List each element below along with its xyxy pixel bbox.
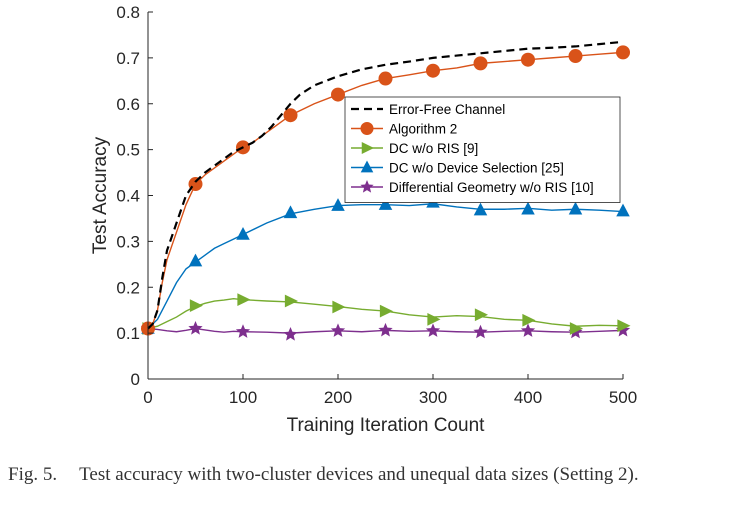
y-tick-label: 0.7 [116, 49, 140, 68]
legend: Error-Free Channel Algorithm 2 DC w/o RIS … [344, 96, 621, 203]
series-0 [147, 40, 624, 330]
data-point [616, 45, 630, 60]
series-line [147, 327, 624, 334]
data-point [283, 327, 298, 341]
data-point [330, 323, 346, 337]
line-chart: 0 100 200 300 400 500 0 0.1 0.2 0.3 0.4 0.5 0.6 0.7 0.… [90, 3, 637, 436]
legend-marker [361, 142, 374, 154]
caption-label: Fig. 5. [8, 464, 58, 485]
data-point [617, 319, 631, 333]
y-tick-label: 0.3 [116, 232, 140, 251]
legend-label: DC w/o RIS [9] [389, 141, 478, 156]
data-point [473, 324, 488, 339]
y-tick-label: 0.1 [116, 324, 140, 343]
caption-text: Test accuracy with two-cluster devices a… [79, 464, 639, 485]
legend-label: DC w/o Device Selection [25] [389, 161, 564, 176]
legend-marker [360, 160, 374, 173]
legend-box [344, 96, 621, 203]
data-point [569, 322, 583, 335]
x-tick-label: 300 [419, 388, 447, 407]
data-point [284, 294, 298, 308]
data-point [521, 201, 535, 215]
legend-label: Differential Geometry w/o RIS [10] [389, 180, 594, 195]
data-point [616, 203, 630, 217]
ticks-layer: 0 100 200 300 400 500 0 0.1 0.2 0.3 0.4 0.5 0.6 0.7 0.… [116, 3, 637, 407]
legend-label: Error-Free Channel [389, 102, 505, 117]
data-point [473, 56, 488, 71]
data-point [236, 226, 250, 240]
data-point [283, 205, 298, 219]
data-point [473, 202, 488, 216]
y-axis-title: Test Accuracy [90, 136, 111, 254]
data-point [520, 323, 536, 337]
figure-caption: Fig. 5. Test accuracy with two-cluster de… [8, 462, 720, 487]
x-tick-label: 0 [143, 388, 152, 407]
y-tick-label: 0.4 [116, 187, 140, 206]
legend-label: Algorithm 2 [389, 122, 457, 137]
series-line [147, 298, 624, 330]
y-tick-label: 0 [131, 370, 140, 389]
series-line [147, 51, 624, 330]
data-point [521, 52, 535, 67]
data-point [474, 308, 488, 322]
data-point [332, 300, 346, 314]
data-point [378, 322, 393, 337]
series-4 [140, 321, 631, 341]
data-point [379, 304, 393, 318]
x-tick-label: 200 [324, 388, 352, 407]
legend-entry: Algorithm 2 [351, 122, 457, 137]
data-point [331, 87, 345, 102]
data-point [189, 299, 203, 312]
data-point [378, 197, 393, 210]
data-point [235, 324, 251, 338]
data-point [237, 293, 251, 307]
data-point [568, 201, 583, 215]
legend-marker [360, 180, 374, 193]
legend-marker [360, 122, 374, 135]
x-tick-label: 400 [514, 388, 542, 407]
data-point [568, 49, 583, 64]
data-point [188, 321, 203, 335]
data-point [425, 323, 441, 337]
legend-entry: Differential Geometry w/o RIS [10] [351, 180, 594, 195]
data-point [426, 63, 440, 78]
series-line [147, 203, 624, 330]
data-point [522, 313, 536, 327]
legend-entry: DC w/o Device Selection [25] [351, 160, 564, 176]
y-tick-label: 0.8 [116, 3, 140, 22]
data-point [331, 198, 345, 211]
y-tick-label: 0.6 [116, 95, 140, 114]
data-point [615, 322, 631, 337]
x-tick-label: 100 [229, 388, 257, 407]
x-tick-label: 500 [609, 388, 637, 407]
data-point [283, 108, 298, 123]
legend-entry: Error-Free Channel [351, 102, 505, 117]
y-tick-label: 0.2 [116, 278, 140, 297]
data-point [427, 312, 441, 326]
data-point [378, 71, 393, 86]
series-layer [140, 40, 631, 341]
legend-entry: DC w/o RIS [9] [351, 141, 478, 156]
y-tick-label: 0.5 [116, 141, 140, 160]
data-point [188, 253, 203, 267]
series-line [147, 40, 624, 330]
x-axis-title: Training Iteration Count [287, 415, 486, 436]
